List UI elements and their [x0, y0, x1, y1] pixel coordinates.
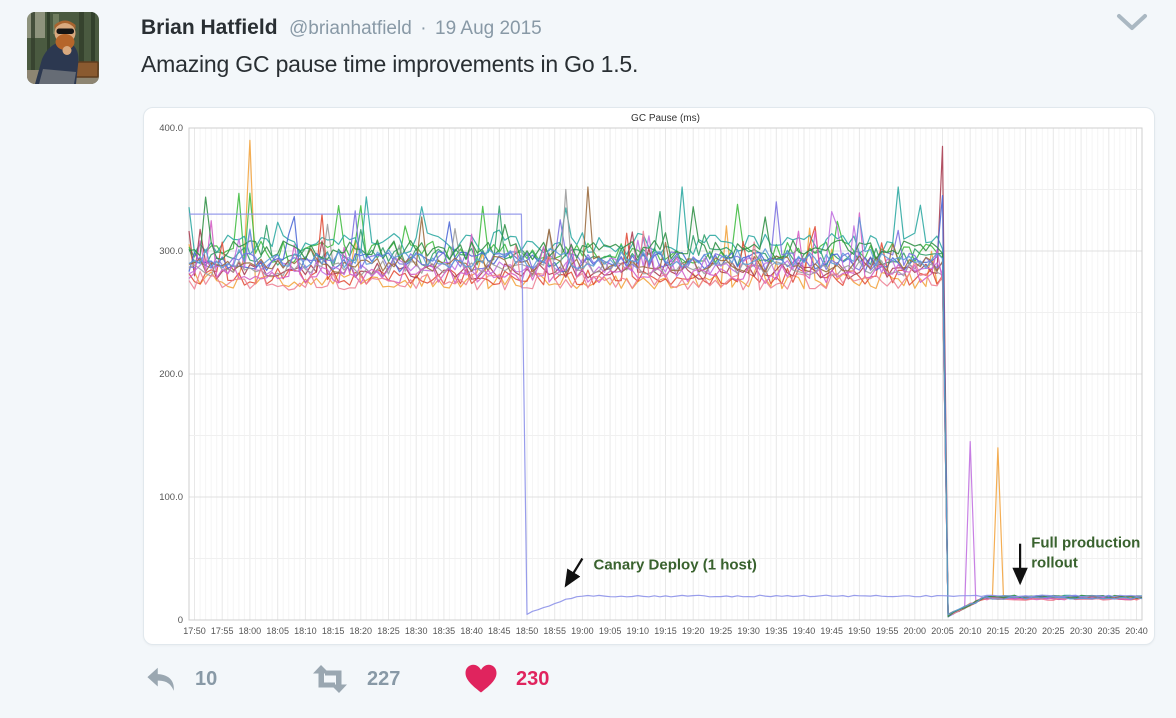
x-tick-label: 18:10: [294, 626, 317, 636]
x-tick-label: 19:05: [599, 626, 622, 636]
x-tick-label: 18:15: [322, 626, 345, 636]
x-tick-label: 18:30: [405, 626, 428, 636]
chart-annotation: Canary Deploy (1 host): [594, 557, 757, 574]
x-tick-label: 20:30: [1070, 626, 1093, 636]
y-tick-label: 100.0: [159, 492, 183, 503]
author-handle[interactable]: @brianhatfield: [288, 18, 412, 39]
like-button[interactable]: 230: [463, 659, 549, 699]
avatar-photo-illustration: [27, 12, 99, 84]
avatar[interactable]: [27, 12, 99, 84]
x-tick-label: 18:50: [516, 626, 539, 636]
x-tick-label: 18:20: [350, 626, 373, 636]
x-tick-label: 19:10: [627, 626, 650, 636]
x-tick-label: 18:35: [433, 626, 456, 636]
x-tick-label: 18:25: [377, 626, 400, 636]
chart-annotation: Full production: [1031, 534, 1140, 551]
retweet-count: 227: [367, 667, 401, 690]
x-tick-label: 17:50: [183, 626, 206, 636]
x-tick-label: 18:05: [266, 626, 289, 636]
x-tick-label: 20:15: [987, 626, 1010, 636]
gc-pause-chart: 400.0 300.0 200.0 100.0 017:50 17:55 18:00 18:0…: [159, 113, 1148, 636]
heart-icon: [465, 664, 497, 693]
series-canary-host: [189, 213, 1143, 615]
y-tick-label: 400.0: [159, 123, 183, 134]
tweet-header: Brian Hatfield @brianhatfield · 19 Aug 2…: [141, 16, 542, 40]
y-tick-label: 0: [178, 615, 183, 626]
x-tick-label: 18:55: [543, 626, 566, 636]
x-tick-label: 18:40: [460, 626, 483, 636]
x-tick-label: 19:50: [848, 626, 871, 636]
x-tick-label: 20:25: [1042, 626, 1065, 636]
series-host-pink: [188, 230, 1143, 617]
x-tick-label: 19:25: [710, 626, 733, 636]
reply-count: 10: [195, 667, 218, 690]
x-tick-label: 18:45: [488, 626, 511, 636]
x-tick-label: 19:40: [793, 626, 816, 636]
x-tick-label: 20:00: [904, 626, 927, 636]
series-host-skyblue: [188, 216, 1143, 616]
retweet-icon: [313, 665, 347, 693]
tweet-text: Amazing GC pause time improvements in Go…: [141, 51, 639, 77]
x-tick-label: 20:35: [1098, 626, 1121, 636]
x-tick-label: 20:10: [959, 626, 982, 636]
x-tick-label: 19:20: [682, 626, 705, 636]
x-tick-label: 19:30: [737, 626, 760, 636]
x-tick-label: 19:15: [654, 626, 677, 636]
x-tick-label: 19:45: [820, 626, 843, 636]
x-tick-label: 19:55: [876, 626, 899, 636]
like-count: 230: [516, 667, 550, 690]
tweet-menu-button[interactable]: [1116, 13, 1148, 33]
reply-button[interactable]: 10: [146, 659, 217, 699]
chart-title: GC Pause (ms): [631, 113, 700, 124]
chevron-down-icon: [1117, 14, 1147, 30]
y-tick-label: 300.0: [159, 246, 183, 257]
series-host-red: [188, 213, 1143, 617]
reply-icon: [147, 667, 174, 691]
x-tick-label: 18:00: [239, 626, 262, 636]
x-tick-label: 20:20: [1014, 626, 1037, 636]
tweet-media[interactable]: 400.0 300.0 200.0 100.0 0 17:50 17:55 18:00 18:0…: [143, 107, 1155, 645]
annotation-arrow: [564, 557, 584, 588]
author-name[interactable]: Brian Hatfield: [141, 16, 278, 39]
retweet-button[interactable]: 227: [310, 659, 400, 699]
chart-annotation: rollout: [1031, 554, 1078, 571]
x-tick-label: 20:05: [931, 626, 954, 636]
x-tick-label: 17:55: [211, 626, 234, 636]
header-separator: ·: [420, 18, 427, 39]
tweet-date[interactable]: 19 Aug 2015: [435, 18, 542, 39]
x-tick-label: 19:00: [571, 626, 594, 636]
x-tick-label: 20:40: [1125, 626, 1148, 636]
x-tick-label: 19:35: [765, 626, 788, 636]
y-tick-label: 200.0: [159, 369, 183, 380]
